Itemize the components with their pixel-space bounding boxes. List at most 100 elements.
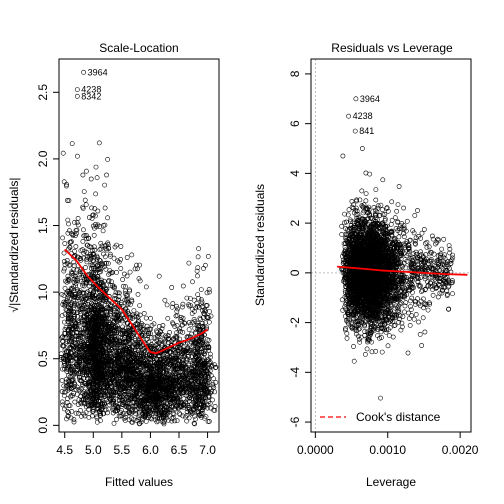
data-point bbox=[93, 392, 99, 397]
data-point bbox=[106, 321, 111, 327]
data-point bbox=[100, 322, 106, 327]
data-point bbox=[80, 326, 86, 331]
data-point bbox=[81, 375, 86, 381]
data-point bbox=[69, 350, 74, 356]
data-point bbox=[105, 359, 111, 365]
data-point bbox=[99, 377, 105, 383]
data-point bbox=[113, 408, 118, 414]
data-point bbox=[93, 164, 99, 170]
data-point bbox=[78, 374, 84, 380]
data-point bbox=[86, 403, 92, 409]
data-point bbox=[64, 183, 69, 189]
data-point bbox=[72, 219, 77, 225]
data-point bbox=[88, 354, 94, 359]
data-point bbox=[102, 205, 108, 211]
data-point bbox=[69, 271, 75, 277]
data-point bbox=[76, 374, 82, 380]
data-point bbox=[123, 367, 129, 373]
data-point bbox=[72, 399, 78, 405]
data-point bbox=[186, 327, 192, 332]
data-point bbox=[102, 290, 107, 296]
data-point bbox=[60, 302, 66, 307]
data-point bbox=[85, 336, 90, 341]
data-point bbox=[74, 87, 80, 92]
data-point bbox=[125, 293, 130, 298]
data-point bbox=[87, 381, 93, 387]
data-point bbox=[104, 305, 110, 310]
data-point bbox=[98, 240, 104, 246]
data-point bbox=[86, 283, 92, 289]
data-point bbox=[74, 370, 80, 376]
data-point bbox=[66, 293, 72, 299]
data-point bbox=[59, 313, 65, 319]
data-point bbox=[99, 279, 104, 285]
data-point bbox=[74, 93, 80, 99]
data-point bbox=[85, 242, 90, 248]
chart-title: Scale-Location bbox=[99, 41, 178, 55]
data-point bbox=[125, 391, 131, 397]
data-point bbox=[61, 389, 67, 395]
data-point bbox=[72, 321, 78, 327]
data-point bbox=[95, 355, 101, 361]
data-point bbox=[192, 413, 197, 419]
x-tick-label: 5.0 bbox=[85, 443, 102, 457]
data-point bbox=[97, 349, 103, 355]
data-point bbox=[65, 296, 70, 301]
data-point bbox=[98, 346, 103, 352]
data-point bbox=[81, 69, 86, 75]
data-point bbox=[131, 308, 137, 313]
data-point bbox=[71, 259, 77, 265]
data-point bbox=[111, 378, 117, 383]
data-point bbox=[61, 299, 67, 305]
data-point bbox=[108, 306, 114, 312]
data-point bbox=[138, 349, 143, 355]
data-point bbox=[143, 315, 149, 321]
data-point bbox=[77, 347, 83, 352]
data-point bbox=[102, 314, 108, 320]
data-point bbox=[143, 418, 149, 424]
data-point bbox=[137, 278, 143, 284]
data-point bbox=[68, 302, 73, 307]
data-point bbox=[78, 270, 83, 276]
data-point bbox=[71, 294, 76, 300]
data-point bbox=[91, 342, 97, 347]
data-point bbox=[62, 266, 67, 272]
data-point bbox=[107, 340, 112, 345]
data-point bbox=[196, 295, 202, 301]
data-point bbox=[90, 385, 96, 391]
data-point bbox=[66, 221, 71, 227]
data-point bbox=[102, 261, 108, 266]
data-point bbox=[75, 153, 80, 159]
data-point bbox=[394, 208, 400, 214]
data-point bbox=[69, 316, 75, 322]
data-point bbox=[68, 309, 74, 315]
data-point bbox=[113, 386, 119, 392]
data-point bbox=[87, 256, 93, 262]
data-point bbox=[93, 322, 98, 328]
data-point bbox=[148, 315, 153, 321]
data-point bbox=[156, 273, 162, 279]
data-point bbox=[105, 240, 111, 246]
data-point bbox=[75, 341, 81, 346]
data-point bbox=[93, 375, 98, 381]
data-point bbox=[116, 391, 122, 396]
data-point bbox=[92, 247, 98, 253]
data-point bbox=[69, 365, 74, 370]
data-point bbox=[186, 260, 192, 266]
data-point bbox=[176, 410, 182, 416]
data-point bbox=[173, 313, 179, 319]
data-point bbox=[71, 419, 77, 425]
data-point bbox=[116, 259, 122, 265]
data-point bbox=[90, 315, 96, 321]
data-point bbox=[76, 387, 82, 393]
data-point bbox=[97, 343, 103, 349]
data-point bbox=[70, 232, 76, 237]
data-point bbox=[113, 390, 118, 395]
data-point bbox=[206, 289, 212, 295]
data-point bbox=[98, 370, 104, 376]
data-point bbox=[64, 307, 70, 313]
data-point bbox=[102, 319, 108, 325]
data-point bbox=[72, 301, 78, 306]
data-point bbox=[108, 381, 113, 387]
